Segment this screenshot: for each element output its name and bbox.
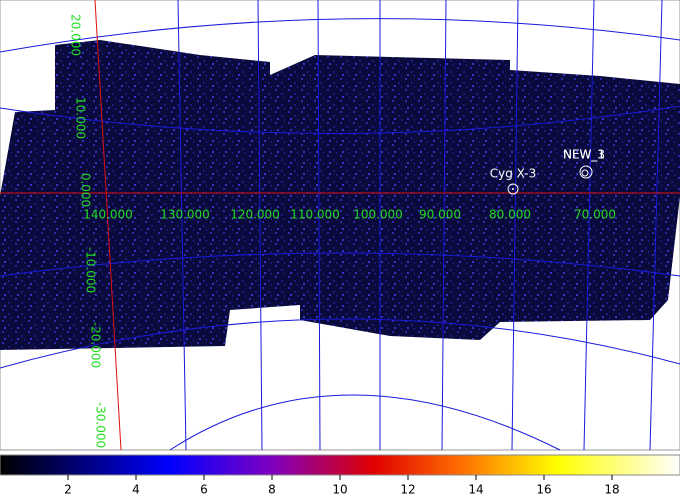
colorbar-tick-label: 12	[400, 483, 415, 497]
longitude-label: 70.000	[574, 208, 616, 222]
latitude-labels: 20.000 10.000 0.000 -10.000 -20.000 -30.000	[69, 14, 108, 448]
latitude-label: 0.000	[79, 173, 93, 207]
source-label: NEW_3	[563, 148, 605, 162]
source-markers: Cyg X-3 NEW_1 NEW_3	[490, 148, 605, 195]
colorbar-tick-label: 8	[268, 483, 276, 497]
source-label: NEW_1	[563, 148, 605, 162]
latitude-label: -20.000	[89, 322, 103, 368]
colorbar-tick-label: 4	[132, 483, 140, 497]
longitude-label: 140.000	[83, 208, 133, 222]
colorbar-tick-label: 6	[200, 483, 208, 497]
latitude-label: 20.000	[69, 14, 83, 56]
longitude-label: 80.000	[489, 208, 531, 222]
colorbar-axis: 2 4 6 8 10 12 14 16 18	[64, 475, 620, 497]
mosaic	[0, 40, 680, 350]
longitude-label: 110.000	[290, 208, 340, 222]
latitude-label: 10.000	[74, 97, 88, 139]
colorbar	[0, 454, 680, 476]
colorbar-tick-label: 10	[332, 483, 347, 497]
longitude-label: 120.000	[230, 208, 280, 222]
longitude-label: 90.000	[419, 208, 461, 222]
colorbar-tick-label: 16	[536, 483, 551, 497]
longitude-label: 100.000	[353, 208, 403, 222]
longitude-label: 130.000	[160, 208, 210, 222]
coordinate-grid	[0, 0, 680, 451]
colorbar-tick-label: 14	[468, 483, 483, 497]
latitude-label: -30.000	[94, 402, 108, 448]
colorbar-tick-label: 18	[604, 483, 619, 497]
longitude-labels: 140.000 130.000 120.000 110.000 100.000 90.00…	[83, 208, 616, 222]
colorbar-tick-label: 2	[64, 483, 72, 497]
latitude-label: -10.000	[84, 247, 98, 293]
source-label: Cyg X-3	[490, 167, 537, 181]
